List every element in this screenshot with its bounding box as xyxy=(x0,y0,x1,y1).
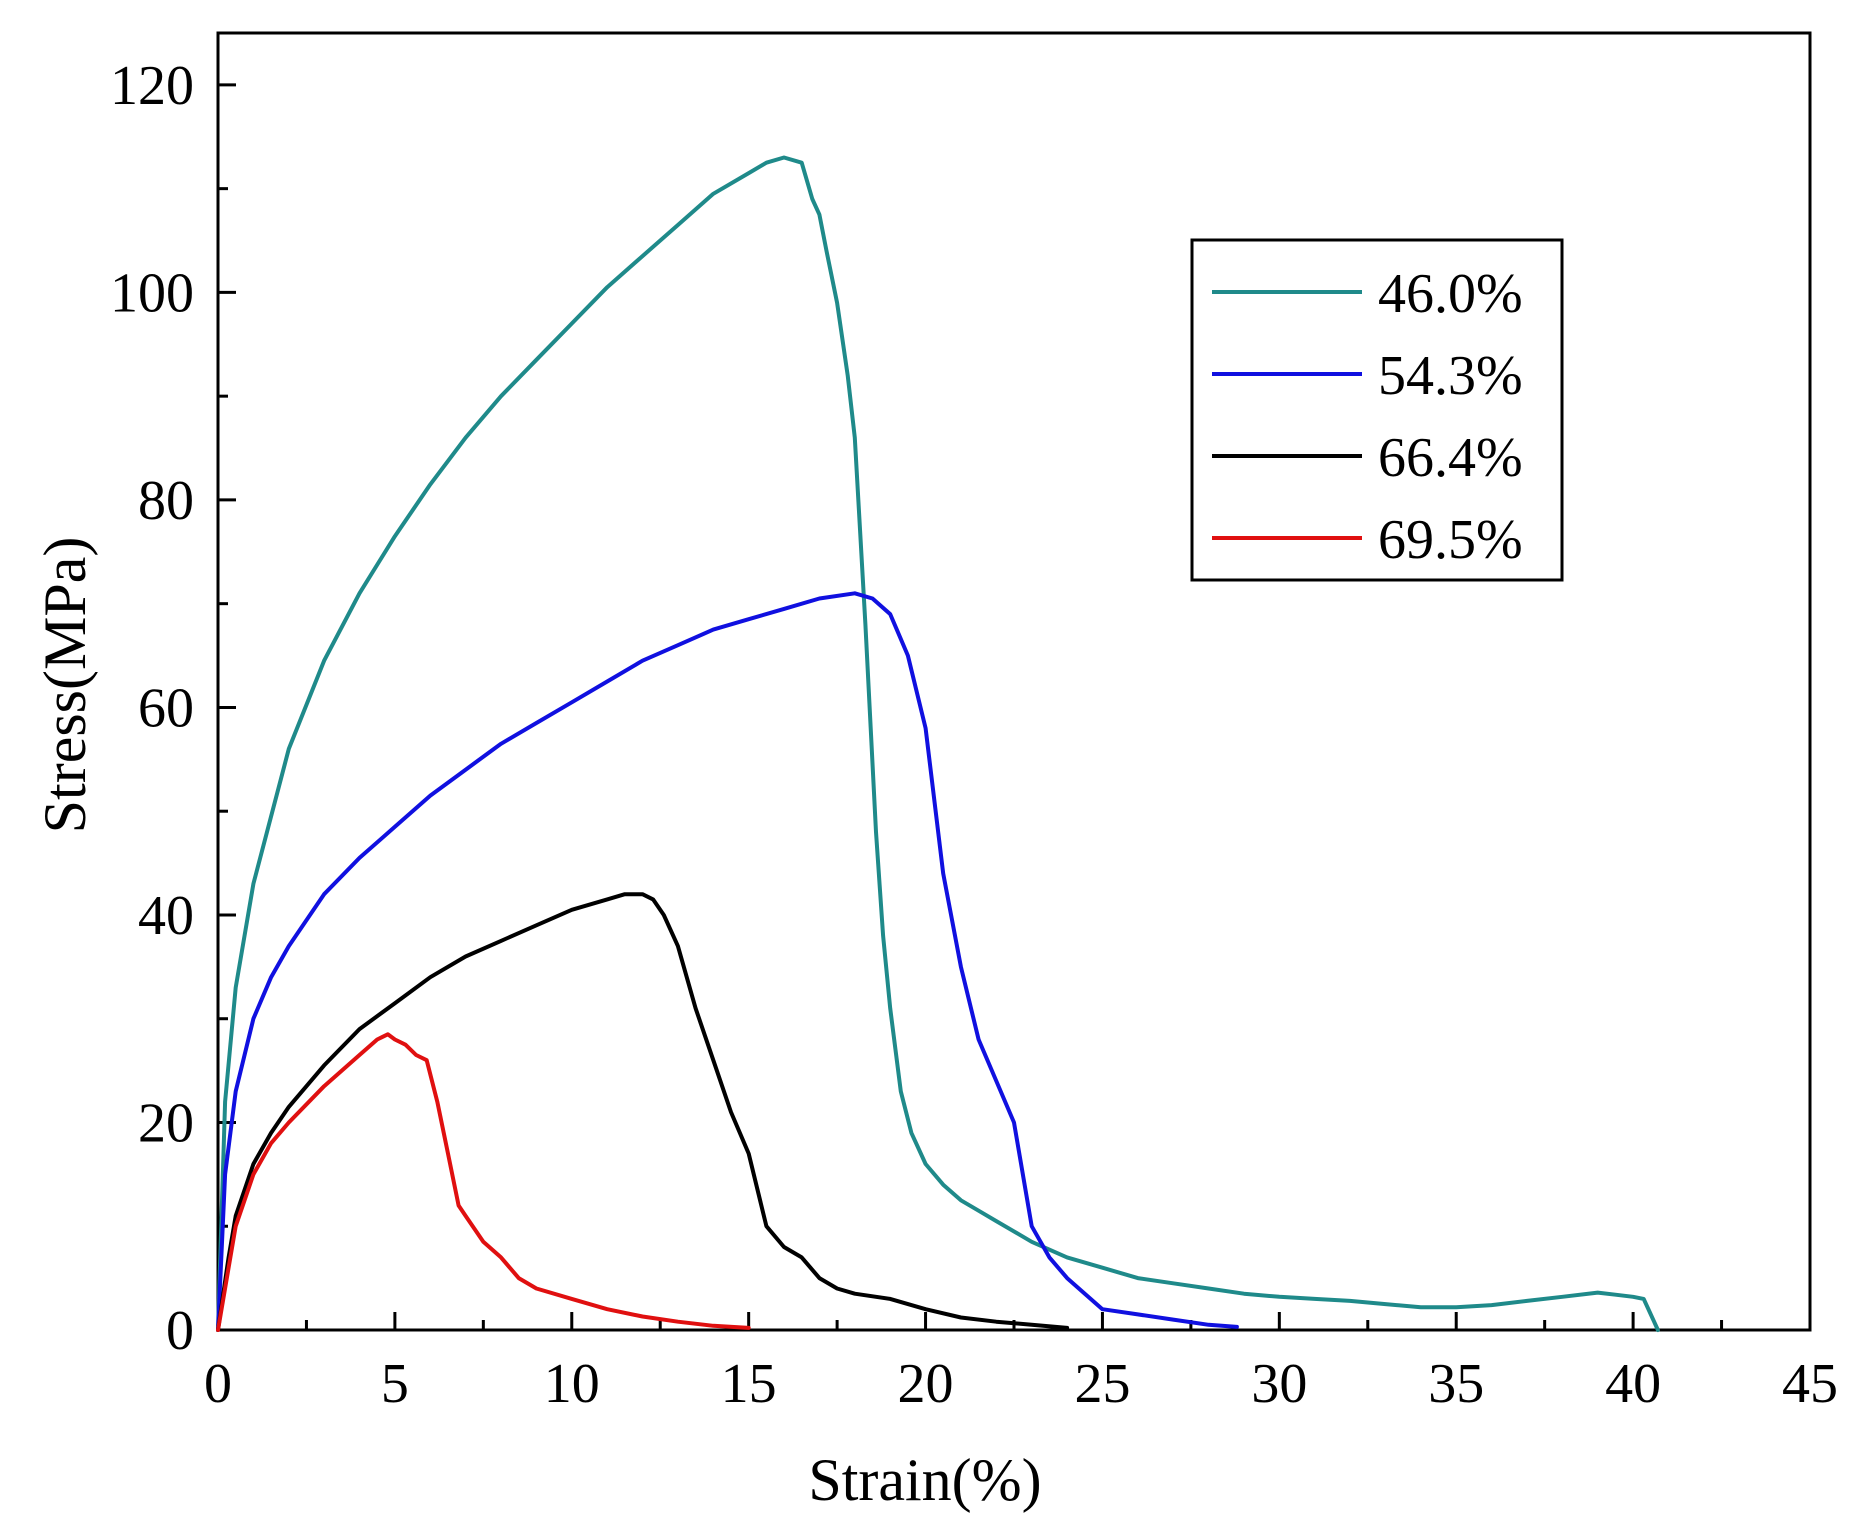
x-tick-label: 5 xyxy=(381,1353,409,1415)
y-tick-label: 120 xyxy=(110,55,194,117)
legend-label: 66.4% xyxy=(1378,427,1523,489)
x-tick-label: 15 xyxy=(721,1353,777,1415)
x-axis-title: Strain(%) xyxy=(808,1447,1041,1513)
plot-area xyxy=(216,31,1812,1332)
x-tick-label: 10 xyxy=(544,1353,600,1415)
series-line-460 xyxy=(216,155,1660,1332)
x-tick-label: 25 xyxy=(1074,1353,1130,1415)
x-tick-label: 35 xyxy=(1428,1353,1484,1415)
legend: 46.0% 54.3% 66.4% 69.5% xyxy=(1190,238,1564,582)
y-tick-label: 40 xyxy=(138,885,194,947)
y-tick-label: 100 xyxy=(110,262,194,324)
x-tick-label: 30 xyxy=(1251,1353,1307,1415)
legend-box xyxy=(1190,238,1564,582)
y-tick-label: 0 xyxy=(166,1300,194,1362)
series-lines xyxy=(216,155,1660,1332)
x-tick-label: 0 xyxy=(204,1353,232,1415)
x-tick-label: 20 xyxy=(898,1353,954,1415)
series-line-695 xyxy=(216,1032,751,1332)
y-tick-label: 80 xyxy=(138,470,194,532)
x-tick-label: 40 xyxy=(1605,1353,1661,1415)
y-axis-title: Stress(MPa) xyxy=(32,537,98,834)
y-tick-label: 60 xyxy=(138,677,194,739)
y-axis-ticks: 0 20 40 60 80 100 120 xyxy=(110,55,236,1362)
y-tick-label: 20 xyxy=(138,1092,194,1154)
legend-label: 46.0% xyxy=(1378,263,1523,325)
x-tick-label: 45 xyxy=(1782,1353,1838,1415)
legend-label: 54.3% xyxy=(1378,345,1523,407)
series-line-543 xyxy=(216,591,1239,1332)
legend-label: 69.5% xyxy=(1378,509,1523,571)
x-axis-ticks: 0 5 10 15 20 25 30 35 40 45 xyxy=(204,1312,1838,1415)
series-line-664 xyxy=(216,892,1070,1332)
